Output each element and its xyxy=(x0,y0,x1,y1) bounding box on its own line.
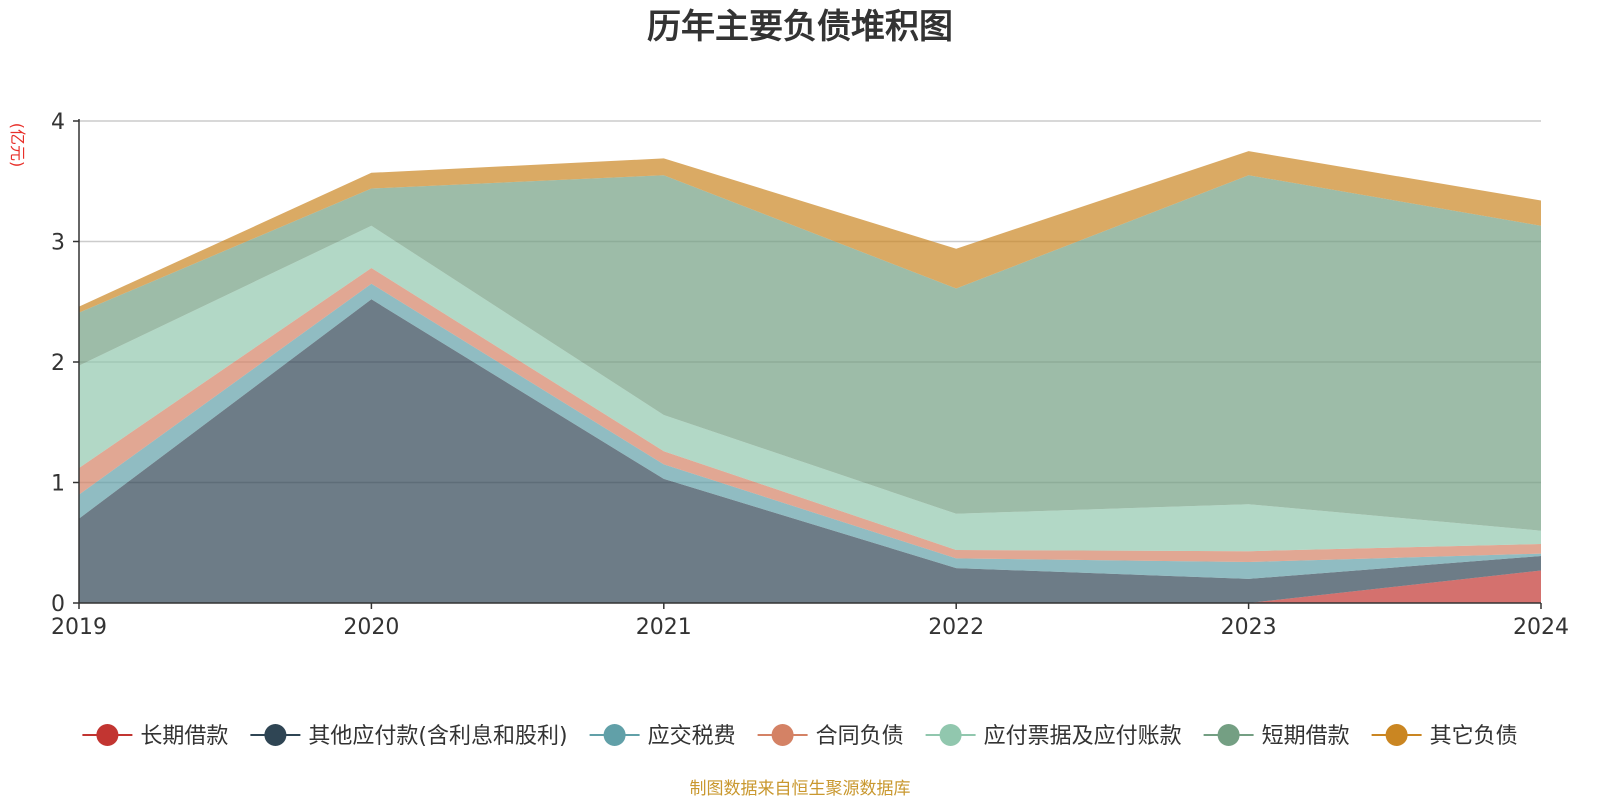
area-series-6 xyxy=(79,151,1541,313)
legend-item-0: 长期借款 xyxy=(82,724,228,749)
legend-label-2: 应交税费 xyxy=(648,724,736,749)
legend-label-3: 合同负债 xyxy=(816,724,904,749)
x-tick-label-2020: 2020 xyxy=(343,615,399,640)
x-tick-label-2019: 2019 xyxy=(51,615,107,640)
legend-marker-3 xyxy=(771,724,794,746)
legend-item-6: 其它负债 xyxy=(1371,724,1518,749)
legend-label-6: 其它负债 xyxy=(1430,724,1518,749)
legend-marker-4 xyxy=(939,724,962,746)
legend-item-3: 合同负债 xyxy=(757,724,904,749)
area-series-4 xyxy=(79,225,1541,552)
x-tick-label-2022: 2022 xyxy=(928,615,984,640)
legend: 长期借款 其他应付款(含利息和股利) 应交税费 合同负债 应付票据及应付账款 短期借款 其它… xyxy=(82,724,1518,749)
legend-item-5: 短期借款 xyxy=(1203,724,1350,749)
area-series-1 xyxy=(79,299,1541,603)
x-tick-label-2024: 2024 xyxy=(1513,615,1569,640)
legend-marker-2 xyxy=(603,724,626,746)
legend-marker-1 xyxy=(264,724,287,746)
legend-marker-0 xyxy=(96,724,119,746)
y-tick-label-2: 2 xyxy=(51,351,65,376)
legend-item-4: 应付票据及应付账款 xyxy=(925,724,1182,749)
y-tick-label-4: 4 xyxy=(51,110,65,135)
area-series-5 xyxy=(79,175,1541,531)
area-series xyxy=(79,151,1541,603)
y-tick-label-3: 3 xyxy=(51,231,65,256)
x-tick-label-2021: 2021 xyxy=(636,615,692,640)
legend-item-1: 其他应付款(含利息和股利) xyxy=(250,724,568,749)
x-tick-label-2023: 2023 xyxy=(1221,615,1277,640)
area-series-0 xyxy=(79,570,1541,603)
y-tick-label-0: 0 xyxy=(51,592,65,617)
legend-label-1: 其他应付款(含利息和股利) xyxy=(308,724,567,749)
area-series-3 xyxy=(79,268,1541,562)
area-series-2 xyxy=(79,283,1541,579)
legend-item-2: 应交税费 xyxy=(589,724,736,749)
source-note: 制图数据来自恒生聚源数据库 xyxy=(690,779,911,799)
legend-label-5: 短期借款 xyxy=(1262,724,1350,749)
legend-marker-6 xyxy=(1385,724,1408,746)
legend-label-4: 应付票据及应付账款 xyxy=(984,724,1182,749)
legend-label-0: 长期借款 xyxy=(140,724,228,749)
legend-marker-5 xyxy=(1217,724,1240,746)
chart-title: 历年主要负债堆积图 xyxy=(647,7,953,47)
y-tick-label-1: 1 xyxy=(51,472,65,497)
axes: 0 1 2 3 4 2019 2020 2021 2022 2023 2024 xyxy=(51,110,1569,640)
y-axis-label: (亿元) xyxy=(8,123,27,168)
